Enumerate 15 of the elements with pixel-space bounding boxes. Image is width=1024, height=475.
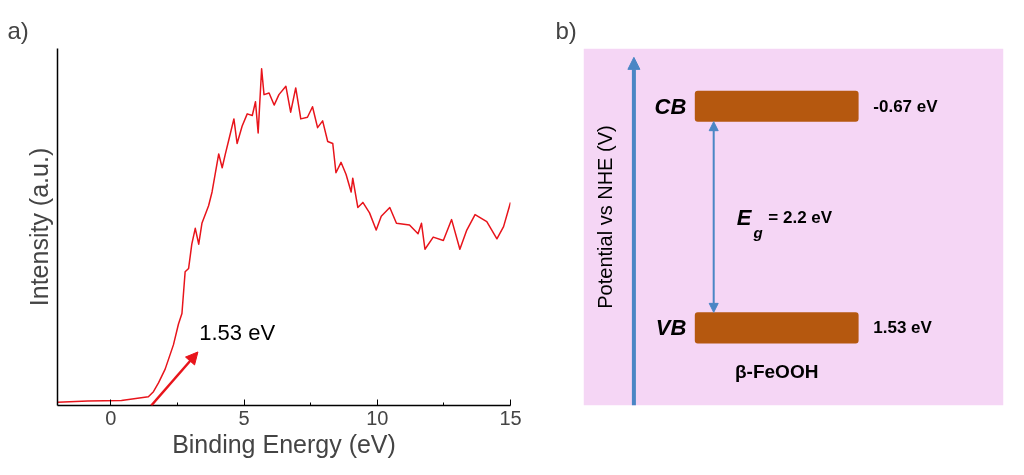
category-label: VB [655, 315, 687, 341]
data-label: 1.53 eV [873, 318, 933, 338]
chart-title: a) [7, 16, 29, 44]
category-label: CB [654, 93, 687, 119]
x-tick-label: 5 [238, 406, 250, 429]
annotation: 1.53 eV [199, 320, 276, 346]
data-label: -0.67 eV [873, 96, 939, 116]
x-tick-label: 0 [105, 406, 117, 429]
x-tick-label: 10 [366, 406, 389, 429]
x-tick-label: 15 [499, 406, 522, 429]
x-axis-title: Binding Energy (eV) [172, 429, 396, 458]
y-axis-title: Intensity (a.u.) [24, 147, 53, 307]
text: b) [555, 16, 577, 44]
text: β-FeOOH [735, 361, 819, 383]
text: Potential vs NHE (V) [593, 125, 616, 309]
